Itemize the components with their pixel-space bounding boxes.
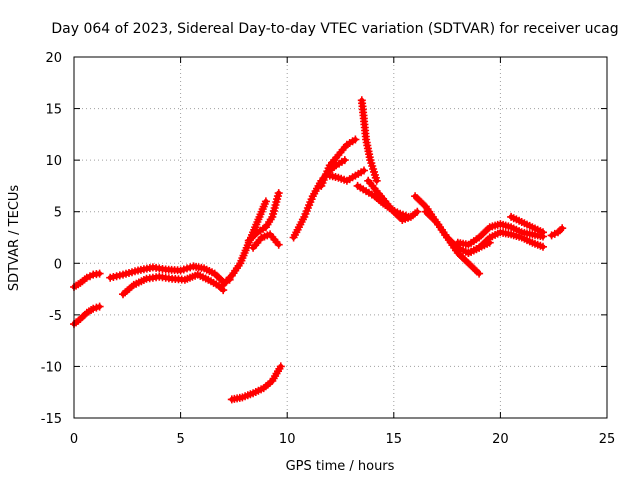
series-arc-14: [364, 176, 422, 224]
series-arc-18: [464, 228, 547, 257]
data-point: [274, 240, 283, 249]
x-tick-label: 25: [599, 432, 616, 447]
y-tick-label: -10: [41, 360, 62, 375]
series-arc-4: [119, 270, 228, 299]
y-tick-label: 10: [45, 154, 62, 169]
data-point: [95, 302, 104, 311]
data-series: [70, 96, 567, 404]
y-tick-label: -5: [49, 309, 62, 324]
series-arc-6: [244, 189, 283, 245]
data-point: [539, 228, 547, 237]
y-tick-label: 15: [45, 103, 62, 118]
series-arc-20: [547, 224, 567, 240]
plot-frame: [73, 56, 608, 419]
series-arc-9: [289, 156, 349, 242]
y-tick-label: 5: [54, 206, 62, 221]
series-arc-10: [317, 135, 360, 190]
series-arc-11: [325, 166, 368, 185]
x-tick-label: 20: [492, 432, 509, 447]
series-arc-19: [507, 212, 547, 237]
axis-ticks: 0 5 10 15 20 25 -15 -10 -5 0 5 10 15 20: [41, 51, 616, 447]
x-axis-label: GPS time / hours: [286, 459, 395, 474]
data-point: [351, 135, 360, 144]
series-arc-1: [70, 269, 104, 291]
y-tick-label: -15: [41, 412, 62, 427]
data-point: [539, 242, 547, 251]
y-axis-label: SDTVAR / TECUs: [7, 185, 22, 292]
data-point: [558, 224, 567, 233]
x-tick-label: 10: [279, 432, 296, 447]
data-point: [274, 189, 283, 198]
series-arc-12: [357, 96, 381, 185]
series-arc-7: [249, 230, 283, 252]
x-tick-label: 0: [70, 432, 78, 447]
data-point: [360, 166, 368, 175]
y-tick-label: 20: [45, 51, 62, 66]
data-point: [276, 362, 285, 371]
data-point: [372, 176, 381, 185]
data-point: [475, 269, 484, 278]
data-point: [340, 156, 349, 165]
grid: [74, 57, 607, 418]
series-arc-5: [219, 197, 270, 289]
series-arc-3: [106, 262, 234, 286]
data-point: [413, 207, 422, 216]
series-arc-2: [70, 302, 104, 329]
x-tick-label: 15: [386, 432, 403, 447]
x-tick-label: 5: [176, 432, 184, 447]
chart-title: Day 064 of 2023, Sidereal Day-to-day VTE…: [51, 21, 618, 37]
data-point: [261, 197, 270, 206]
data-point: [95, 269, 104, 278]
y-tick-label: 0: [54, 257, 62, 272]
series-arc-8: [227, 362, 285, 404]
